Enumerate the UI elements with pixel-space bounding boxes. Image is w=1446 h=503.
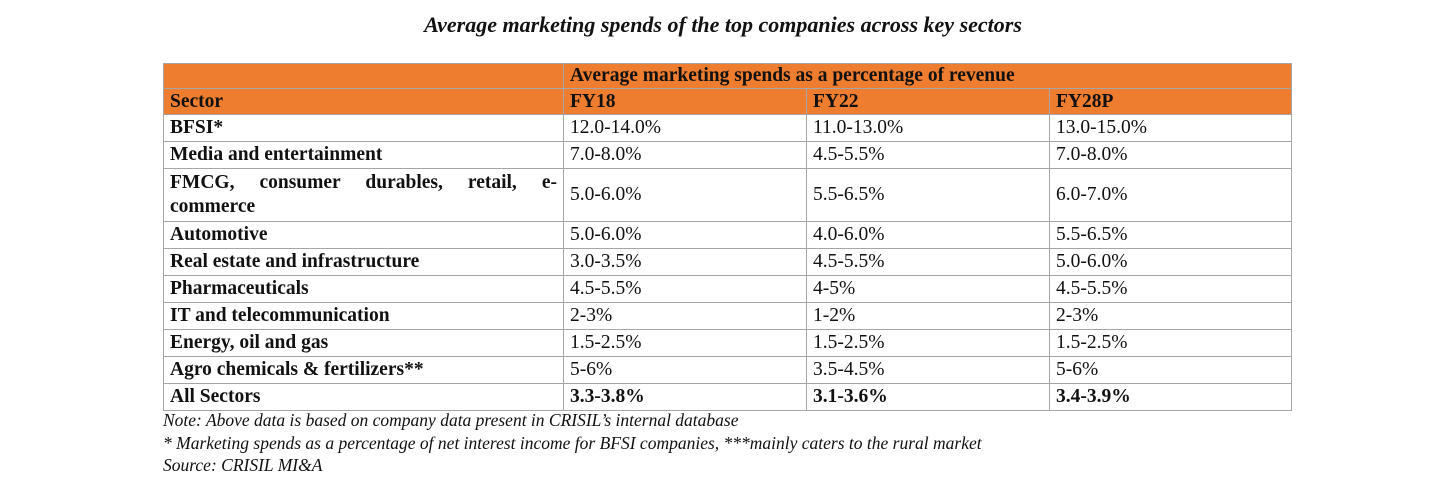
marketing-spend-table: Average marketing spends as a percentage… [163,63,1293,411]
fy18-cell: 7.0-8.0% [563,141,807,169]
table-row: Energy, oil and gas 1.5-2.5% 1.5-2.5% 1.… [163,329,1293,357]
fy28p-cell: 13.0-15.0% [1048,114,1293,142]
fy22-cell: 3.5-4.5% [806,356,1050,384]
table-row: BFSI* 12.0-14.0% 11.0-13.0% 13.0-15.0% [163,114,1293,142]
table-row: FMCG, consumer durables, retail, e-comme… [163,168,1293,222]
table-row: Automotive 5.0-6.0% 4.0-6.0% 5.5-6.5% [163,221,1293,249]
fy22-cell: 5.5-6.5% [806,168,1050,222]
total-row: All Sectors 3.3-3.8% 3.1-3.6% 3.4-3.9% [163,383,1293,411]
table-row: Pharmaceuticals 4.5-5.5% 4-5% 4.5-5.5% [163,275,1293,303]
table-row: Real estate and infrastructure 3.0-3.5% … [163,248,1293,276]
group-header: Average marketing spends as a percentage… [562,63,1293,89]
sector-cell: IT and telecommunication [163,302,564,330]
table-row: Agro chemicals & fertilizers** 5-6% 3.5-… [163,356,1293,384]
fy18-cell: 3.0-3.5% [563,248,807,276]
sector-cell: Real estate and infrastructure [163,248,564,276]
fy28p-cell: 5.0-6.0% [1048,248,1293,276]
fy28p-cell: 5.5-6.5% [1048,221,1293,249]
column-header-sector: Sector [163,88,564,115]
fy18-cell: 12.0-14.0% [563,114,807,142]
fy28p-cell: 2-3% [1048,302,1293,330]
sector-cell: All Sectors [163,383,564,411]
fy22-cell: 1.5-2.5% [806,329,1050,357]
source-line: Source: CRISIL MI&A [163,455,323,475]
column-header-fy28p: FY28P [1048,88,1293,115]
sector-cell: Pharmaceuticals [163,275,564,303]
fy22-cell: 11.0-13.0% [806,114,1050,142]
fy28p-cell: 6.0-7.0% [1048,168,1293,222]
fy18-cell: 5.0-6.0% [563,221,807,249]
fy22-cell: 4.5-5.5% [806,248,1050,276]
fy28p-cell: 5-6% [1048,356,1293,384]
fy18-cell: 3.3-3.8% [563,383,807,411]
fy28p-cell: 4.5-5.5% [1048,275,1293,303]
note-line: Note: Above data is based on company dat… [163,410,739,430]
column-header-row: Sector FY18 FY22 FY28P [163,88,1293,115]
sector-cell: Media and entertainment [163,141,564,169]
fy18-cell: 5.0-6.0% [563,168,807,222]
fy28p-cell: 7.0-8.0% [1048,141,1293,169]
sector-cell: Energy, oil and gas [163,329,564,357]
fy22-cell: 3.1-3.6% [806,383,1050,411]
sector-cell: Automotive [163,221,564,249]
sector-cell: FMCG, consumer durables, retail, e-comme… [163,168,564,222]
column-header-fy22: FY22 [806,88,1050,115]
footnote-line: * Marketing spends as a percentage of ne… [163,432,982,453]
table-row: IT and telecommunication 2-3% 1-2% 2-3% [163,302,1293,330]
fy28p-cell: 3.4-3.9% [1048,383,1293,411]
group-header-row: Average marketing spends as a percentage… [163,63,1293,89]
sector-cell: BFSI* [163,114,564,142]
fy18-cell: 5-6% [563,356,807,384]
fy18-cell: 4.5-5.5% [563,275,807,303]
footnotes: Note: Above data is based on company dat… [163,409,1363,477]
fy28p-cell: 1.5-2.5% [1048,329,1293,357]
fy22-cell: 4.5-5.5% [806,141,1050,169]
sector-cell: Agro chemicals & fertilizers** [163,356,564,384]
header-blank-cell [163,63,564,89]
table-row: Media and entertainment 7.0-8.0% 4.5-5.5… [163,141,1293,169]
fy18-cell: 2-3% [563,302,807,330]
fy18-cell: 1.5-2.5% [563,329,807,357]
table-title: Average marketing spends of the top comp… [424,12,1022,37]
fy22-cell: 4.0-6.0% [806,221,1050,249]
fy22-cell: 1-2% [806,302,1050,330]
fy22-cell: 4-5% [806,275,1050,303]
column-header-fy18: FY18 [563,88,807,115]
